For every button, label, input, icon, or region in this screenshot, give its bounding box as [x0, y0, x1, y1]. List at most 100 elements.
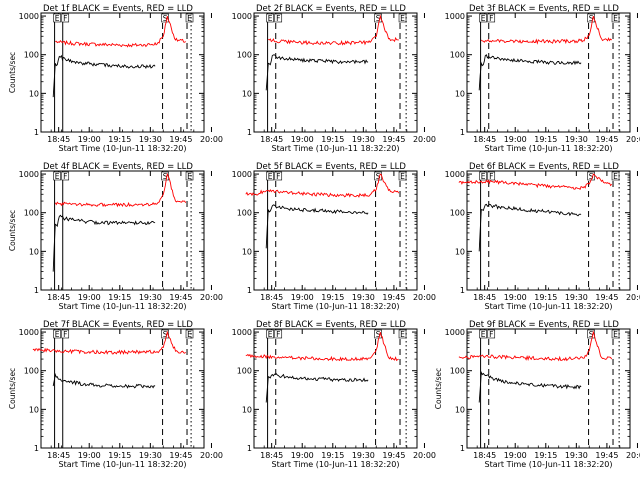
event-marker-label: S	[589, 330, 594, 339]
x-tick-label: 19:45	[169, 135, 192, 144]
x-tick-label: 20:00	[200, 293, 223, 302]
x-tick-label: 20:00	[413, 451, 436, 460]
x-tick-label: 19:15	[321, 451, 344, 460]
chart-title: Det 5f BLACK = Events, RED = LLD	[256, 162, 406, 172]
y-tick-label: 1000	[445, 170, 465, 179]
chart-panel-1: Det 1f BLACK = Events, RED = LLD 1 10 100 10…	[8, 4, 223, 153]
y-tick-label: 1	[34, 444, 39, 453]
x-tick-label: 19:45	[595, 135, 618, 144]
chart-title: Det 3f BLACK = Events, RED = LLD	[469, 4, 619, 14]
x-tick-label: 20:00	[413, 135, 436, 144]
event-marker-label: F	[63, 14, 67, 23]
y-tick-label: 100	[450, 367, 465, 376]
y-tick-label: 10	[242, 247, 252, 256]
series-line-black	[265, 204, 369, 249]
y-tick-label: 100	[450, 51, 465, 60]
x-tick-label: 19:15	[534, 451, 557, 460]
event-marker-label: E	[55, 172, 60, 181]
chart-panel-5: Det 5f BLACK = Events, RED = LLD 1 10 100 10…	[232, 162, 436, 311]
chart-panel-9: Det 9f BLACK = Events, RED = LLD 1 10 100 10…	[434, 320, 640, 469]
event-marker-label: S	[376, 172, 381, 181]
series-line-red	[245, 173, 400, 198]
event-marker-box	[274, 329, 283, 339]
x-tick-label: 19:00	[78, 293, 101, 302]
chart-title: Det 9f BLACK = Events, RED = LLD	[469, 320, 619, 330]
x-tick-label: 19:15	[321, 293, 344, 302]
series-line-black	[52, 372, 156, 389]
event-marker-box	[161, 329, 169, 339]
chart-panel-7: Det 7f BLACK = Events, RED = LLD 1 10 100 10…	[8, 320, 223, 469]
x-tick-label: 19:30	[139, 135, 162, 144]
event-marker-label: E	[268, 172, 273, 181]
x-tick-label: 20:00	[413, 293, 436, 302]
y-axis-label: Counts/sec	[8, 210, 17, 251]
x-tick-label: 19:15	[534, 135, 557, 144]
chart-title: Det 6f BLACK = Events, RED = LLD	[469, 162, 619, 172]
event-marker-label: S	[376, 14, 381, 23]
event-marker-box	[479, 171, 487, 181]
event-marker-box	[479, 13, 487, 23]
y-tick-label: 1000	[445, 12, 465, 21]
series-line-black	[265, 54, 369, 91]
event-marker-box	[53, 13, 61, 23]
y-tick-label: 1000	[232, 328, 252, 337]
plot-frame	[466, 170, 631, 291]
plot-frame	[253, 328, 418, 449]
plot-frame	[40, 328, 205, 449]
x-tick-label: 19:00	[78, 135, 101, 144]
event-marker-box	[479, 329, 487, 339]
x-axis-label: Start Time (10-Jun-11 18:32:20)	[272, 460, 400, 469]
event-marker-label: F	[276, 172, 280, 181]
chart-title: Det 1f BLACK = Events, RED = LLD	[43, 4, 193, 14]
x-tick-label: 20:00	[626, 451, 640, 460]
series-line-red	[245, 331, 399, 362]
x-axis-label: Start Time (10-Jun-11 18:32:20)	[485, 144, 613, 153]
event-marker-label: F	[63, 172, 67, 181]
event-marker-box	[266, 329, 274, 339]
event-marker-label: F	[489, 172, 493, 181]
x-tick-label: 20:00	[626, 293, 640, 302]
x-tick-label: 19:15	[108, 451, 131, 460]
y-tick-label: 100	[24, 51, 39, 60]
event-marker-label: S	[589, 14, 594, 23]
event-marker-label: S	[163, 330, 168, 339]
event-marker-box	[61, 329, 70, 339]
x-tick-label: 19:30	[139, 293, 162, 302]
y-tick-label: 10	[29, 89, 39, 98]
y-tick-label: 1	[247, 128, 252, 137]
y-tick-label: 100	[237, 51, 252, 60]
event-marker-box	[487, 171, 496, 181]
series-line-black	[478, 370, 582, 403]
series-line-red	[32, 330, 186, 355]
series-line-black	[478, 203, 582, 252]
event-marker-label: S	[163, 14, 168, 23]
y-tick-label: 100	[24, 367, 39, 376]
x-tick-label: 19:45	[595, 293, 618, 302]
series-line-red	[54, 172, 187, 208]
event-marker-label: E	[268, 330, 273, 339]
event-marker-box	[61, 13, 70, 23]
series-line-red	[480, 15, 613, 45]
x-tick-label: 20:00	[200, 451, 223, 460]
x-tick-label: 19:00	[291, 135, 314, 144]
event-marker-box	[587, 13, 595, 23]
event-marker-box	[185, 13, 194, 23]
event-marker-label: E	[268, 14, 273, 23]
event-marker-label: E	[481, 14, 486, 23]
x-axis-label: Start Time (10-Jun-11 18:32:20)	[59, 302, 187, 311]
plot-frame	[253, 12, 418, 133]
x-tick-label: 19:00	[504, 293, 527, 302]
y-tick-label: 1	[34, 128, 39, 137]
x-tick-label: 19:15	[108, 135, 131, 144]
x-tick-label: 18:45	[260, 451, 283, 460]
event-marker-box	[266, 171, 274, 181]
event-marker-label: E	[400, 330, 405, 339]
event-marker-box	[161, 13, 169, 23]
event-marker-box	[266, 13, 274, 23]
x-tick-label: 19:30	[352, 451, 375, 460]
plot-frame	[40, 12, 205, 133]
chart-panel-2: Det 2f BLACK = Events, RED = LLD 1 10 100 10…	[232, 4, 436, 153]
y-tick-label: 100	[24, 209, 39, 218]
x-tick-label: 20:00	[626, 135, 640, 144]
